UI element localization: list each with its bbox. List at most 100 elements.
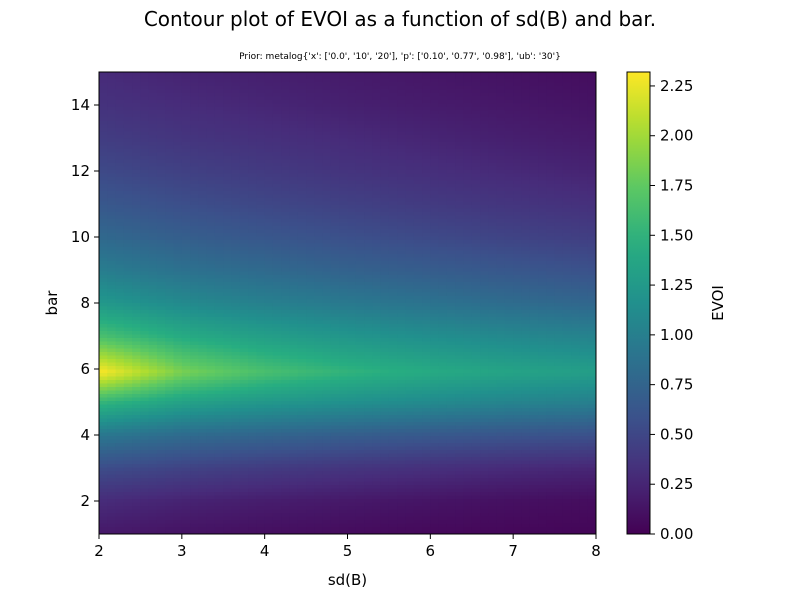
heatmap-cell xyxy=(115,240,125,245)
heatmap-cell xyxy=(314,103,324,108)
heatmap-cell xyxy=(463,268,473,273)
heatmap-cell xyxy=(521,187,531,192)
heatmap-cell xyxy=(496,317,506,322)
heatmap-cell xyxy=(339,72,349,77)
heatmap-cell xyxy=(579,331,589,336)
heatmap-cell xyxy=(430,348,440,353)
heatmap-cell xyxy=(339,201,349,206)
heatmap-cell xyxy=(480,93,489,98)
heatmap-cell xyxy=(115,289,125,294)
heatmap-cell xyxy=(546,198,556,203)
heatmap-cell xyxy=(388,250,398,255)
heatmap-cell xyxy=(504,282,514,287)
heatmap-cell xyxy=(397,299,407,304)
heatmap-cell xyxy=(206,93,216,98)
heatmap-cell xyxy=(123,177,133,182)
heatmap-cell xyxy=(223,166,233,171)
heatmap-cell xyxy=(173,334,183,339)
heatmap-cell xyxy=(206,166,216,171)
heatmap-cell xyxy=(264,212,274,217)
heatmap-cell xyxy=(306,345,315,350)
heatmap-cell xyxy=(173,166,183,171)
heatmap-cell xyxy=(347,324,357,329)
heatmap-cell xyxy=(173,170,183,175)
heatmap-cell xyxy=(554,275,564,280)
heatmap-cell xyxy=(297,341,307,346)
heatmap-cell xyxy=(314,177,324,182)
heatmap-cell xyxy=(513,180,523,185)
heatmap-cell xyxy=(554,96,564,101)
heatmap-cell xyxy=(314,285,324,290)
heatmap-cell xyxy=(322,261,332,266)
heatmap-cell xyxy=(239,194,249,199)
heatmap-cell xyxy=(148,187,158,192)
heatmap-cell xyxy=(538,348,547,353)
heatmap-cell xyxy=(463,331,473,336)
heatmap-cell xyxy=(339,219,349,224)
heatmap-cell xyxy=(405,222,415,227)
heatmap-cell xyxy=(173,187,183,192)
heatmap-cell xyxy=(99,152,108,157)
heatmap-cell xyxy=(380,110,390,115)
heatmap-cell xyxy=(123,131,133,136)
heatmap-cell xyxy=(446,341,456,346)
heatmap-cell xyxy=(156,313,166,318)
heatmap-cell xyxy=(132,236,142,241)
heatmap-cell xyxy=(214,327,224,332)
heatmap-cell xyxy=(181,334,191,339)
heatmap-cell xyxy=(272,194,282,199)
heatmap-cell xyxy=(538,341,547,346)
heatmap-cell xyxy=(471,138,481,143)
heatmap-cell xyxy=(430,205,440,210)
heatmap-cell xyxy=(529,278,539,283)
heatmap-cell xyxy=(322,331,332,336)
heatmap-cell xyxy=(239,205,249,210)
heatmap-cell xyxy=(132,299,142,304)
heatmap-cell xyxy=(397,191,407,196)
heatmap-cell xyxy=(99,334,108,339)
heatmap-cell xyxy=(422,93,431,98)
heatmap-cell xyxy=(413,247,423,252)
heatmap-cell xyxy=(571,313,581,318)
heatmap-cell xyxy=(388,226,398,231)
heatmap-cell xyxy=(496,268,506,273)
heatmap-cell xyxy=(513,320,523,325)
heatmap-cell xyxy=(289,142,299,147)
heatmap-cell xyxy=(223,261,233,266)
heatmap-cell xyxy=(380,117,390,122)
heatmap-cell xyxy=(115,285,125,290)
heatmap-cell xyxy=(322,243,332,248)
heatmap-cell xyxy=(413,131,423,136)
heatmap-cell xyxy=(165,362,175,367)
heatmap-cell xyxy=(214,117,224,122)
heatmap-cell xyxy=(405,303,415,308)
heatmap-cell xyxy=(513,131,523,136)
heatmap-cell xyxy=(132,261,142,266)
heatmap-cell xyxy=(571,327,581,332)
heatmap-cell xyxy=(422,289,431,294)
heatmap-cell xyxy=(306,103,315,108)
heatmap-cell xyxy=(272,201,282,206)
heatmap-cell xyxy=(430,226,440,231)
heatmap-cell xyxy=(504,236,514,241)
heatmap-cell xyxy=(297,124,307,129)
heatmap-cell xyxy=(546,159,556,164)
heatmap-cell xyxy=(239,299,249,304)
heatmap-cell xyxy=(438,75,448,80)
heatmap-cell xyxy=(165,124,175,129)
heatmap-cell xyxy=(198,145,208,150)
heatmap-cell xyxy=(413,177,423,182)
heatmap-cell xyxy=(513,163,523,168)
heatmap-cell xyxy=(115,75,125,80)
heatmap-cell xyxy=(256,222,266,227)
heatmap-cell xyxy=(297,212,307,217)
heatmap-cell xyxy=(223,152,233,157)
heatmap-cell xyxy=(372,352,382,357)
heatmap-cell xyxy=(198,110,208,115)
heatmap-cell xyxy=(388,121,398,126)
heatmap-cell xyxy=(115,296,125,301)
heatmap-cell xyxy=(380,334,390,339)
heatmap-cell xyxy=(463,310,473,315)
heatmap-cell xyxy=(190,208,199,213)
heatmap-cell xyxy=(314,208,324,213)
